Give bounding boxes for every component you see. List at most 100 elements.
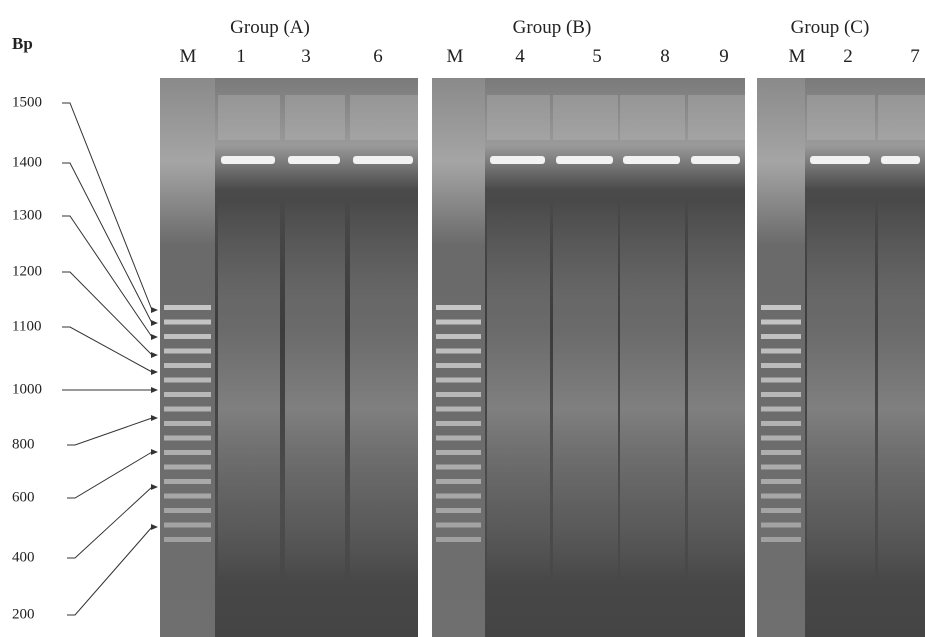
lane-label: 8 (660, 46, 670, 67)
sample-smear (807, 200, 875, 580)
ladder-band (164, 537, 211, 542)
ladder-band (436, 406, 481, 412)
leader-line (62, 271, 153, 356)
ladder-band (164, 348, 211, 354)
ladder-band (436, 537, 481, 542)
ladder-band (436, 377, 481, 383)
ladder-band (761, 363, 801, 368)
well-glow (553, 95, 618, 140)
leader-arrow (151, 449, 158, 455)
ladder-band (436, 479, 481, 484)
ladder-band (164, 421, 211, 426)
leader-arrow (151, 307, 158, 313)
sample-band (556, 156, 613, 164)
size-label: 1300 (12, 207, 42, 223)
size-label: 1100 (12, 318, 41, 334)
size-label: 400 (12, 549, 35, 565)
ladder-band (436, 348, 481, 354)
ladder-band (164, 305, 211, 310)
ladder-band (761, 508, 801, 513)
ladder-band (761, 305, 801, 310)
ladder-band (164, 508, 211, 513)
leader-line (62, 215, 153, 338)
ladder-band (761, 537, 801, 542)
axis-title: Bp (12, 34, 33, 53)
lane-label: M (789, 46, 806, 67)
ladder-band (164, 319, 211, 325)
leader-arrow (151, 369, 158, 375)
ladder-band (761, 464, 801, 470)
group-title: Group (A) (230, 17, 310, 38)
well-glow (807, 95, 875, 140)
group-title: Group (C) (791, 17, 870, 38)
leader-arrow (151, 387, 158, 393)
well-glow (688, 95, 745, 140)
lane-label: 3 (301, 46, 311, 67)
size-label: 200 (12, 606, 35, 622)
leader-line (62, 102, 153, 311)
size-label: 600 (12, 489, 35, 505)
size-label: 800 (12, 436, 35, 452)
sample-smear (553, 200, 618, 580)
ladder-band (436, 334, 481, 339)
ladder-band (436, 522, 481, 528)
ladder-band (164, 522, 211, 528)
ladder-band (164, 450, 211, 455)
size-label: 1200 (12, 263, 42, 279)
well-glow (620, 95, 685, 140)
ladder-band (436, 319, 481, 325)
well-glow (218, 95, 280, 140)
lane-label: 2 (843, 46, 853, 67)
sample-smear (285, 200, 345, 580)
sample-band (691, 156, 740, 164)
well-glow (487, 95, 550, 140)
lane-label: M (180, 46, 197, 67)
ladder-band (164, 406, 211, 412)
lane-label: 9 (719, 46, 729, 67)
lane-label: 5 (592, 46, 602, 67)
ladder-band (436, 363, 481, 368)
leader-arrow (151, 524, 158, 530)
ladder-band (164, 392, 211, 397)
marker-lane (432, 78, 485, 637)
ladder-band (164, 363, 211, 368)
leader-line (67, 451, 153, 499)
size-label: 1500 (12, 94, 42, 110)
size-label: 1400 (12, 154, 42, 170)
ladder-band (436, 421, 481, 426)
ladder-band (761, 406, 801, 412)
lane-label: 4 (515, 46, 525, 67)
ladder-band (436, 450, 481, 455)
ladder-band (761, 522, 801, 528)
leader-line (62, 326, 153, 373)
ladder-band (761, 493, 801, 499)
leader-arrow (151, 334, 158, 340)
leader-arrow (151, 352, 158, 358)
well-glow (285, 95, 345, 140)
leader-arrow (151, 415, 158, 421)
sample-smear (218, 200, 280, 580)
ladder-band (164, 334, 211, 339)
ladder-band (761, 450, 801, 455)
sample-band (810, 156, 870, 164)
group-title: Group (B) (513, 17, 592, 38)
sample-smear (878, 200, 925, 580)
sample-smear (620, 200, 685, 580)
leader-arrow (151, 320, 158, 326)
ladder-band (164, 493, 211, 499)
lane-label: M (447, 46, 464, 67)
ladder-band (436, 464, 481, 470)
ladder-band (761, 334, 801, 339)
sample-smear (350, 200, 418, 580)
lane-label: 6 (373, 46, 383, 67)
ladder-band (164, 479, 211, 484)
ladder-band (761, 319, 801, 325)
sample-band (353, 156, 413, 164)
leader-line (62, 162, 153, 324)
ladder-band (761, 435, 801, 441)
leader-line (67, 417, 153, 446)
ladder-band (761, 479, 801, 484)
ladder-band (436, 305, 481, 310)
ladder-band (164, 377, 211, 383)
